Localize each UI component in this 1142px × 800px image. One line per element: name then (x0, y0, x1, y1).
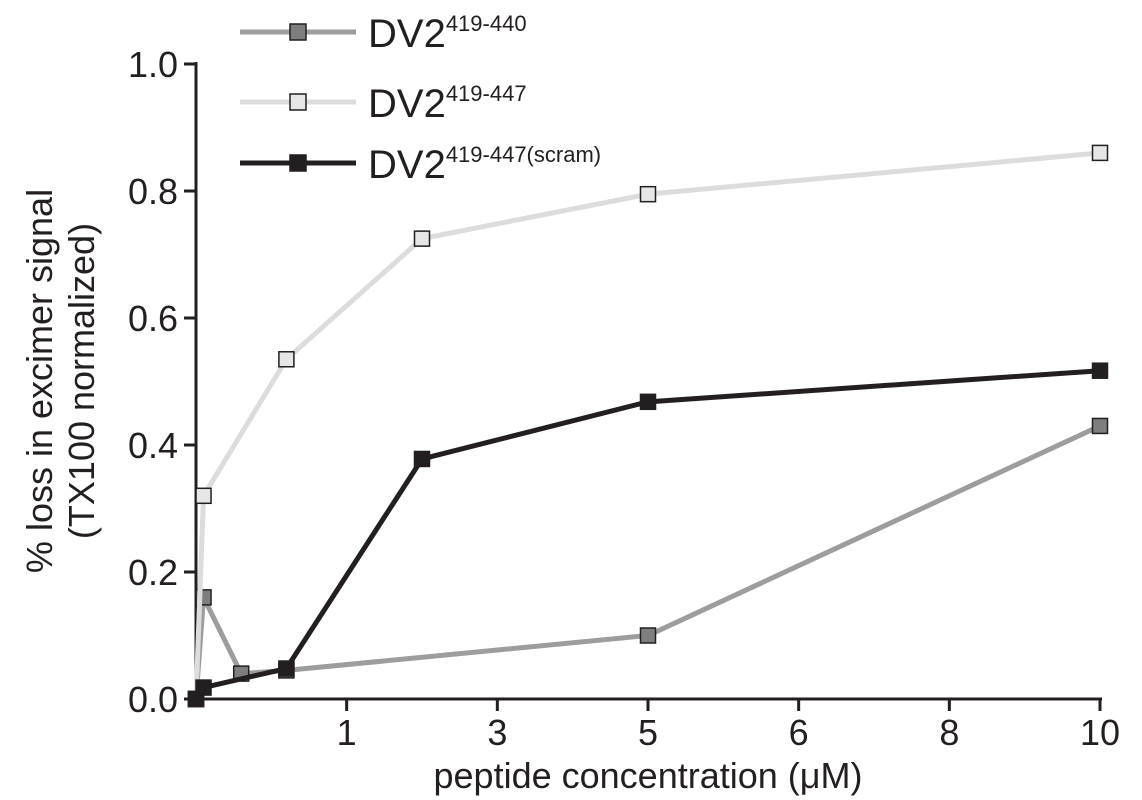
x-tick-label: 8 (939, 712, 959, 753)
legend: DV2419-440 DV2419-447 DV2419-447(scram) (240, 11, 601, 187)
series-line (193, 150, 1101, 700)
y-tick-label: 0.8 (128, 171, 178, 212)
x-tick-label: 1 (337, 712, 357, 753)
legend-marker (289, 23, 307, 41)
x-tick-label: 3 (487, 712, 507, 753)
data-point (1091, 362, 1109, 379)
legend-entry: DV2419-447 (240, 81, 527, 126)
series-2 (187, 144, 1109, 708)
data-point (639, 393, 657, 411)
data-point (639, 627, 657, 644)
legend-label: DV2419-440 (368, 11, 527, 56)
y-tick-label: 0.4 (128, 425, 178, 466)
y-tick-label: 1.0 (128, 44, 178, 85)
y-tick-label: 0.2 (128, 552, 178, 593)
y-axis-label-sub: (TX100 normalized) (61, 223, 102, 539)
series-1 (187, 417, 1109, 708)
data-point (1091, 144, 1109, 162)
legend-entry: DV2419-440 (240, 11, 527, 56)
y-axis-label-group: % loss in excimer signal (TX100 normaliz… (19, 189, 102, 573)
data-point (413, 230, 431, 247)
x-tick-label: 10 (1080, 712, 1120, 753)
axes: 0.0 0.2 0.4 0.6 0.8 1.0 1 3 5 6 8 10 (128, 44, 1120, 753)
legend-label: DV2419-447(scram) (368, 142, 601, 187)
data-point (195, 679, 212, 696)
data-point (195, 487, 212, 505)
data-point (278, 351, 295, 368)
y-axis-label: % loss in excimer signal (19, 189, 60, 573)
legend-entry: DV2419-447(scram) (240, 142, 601, 187)
x-tick-label: 5 (638, 712, 658, 753)
series-line (193, 368, 1101, 701)
series-layer (187, 144, 1109, 708)
x-axis-label: peptide concentration (μM) (434, 755, 863, 796)
y-tick-label: 0.6 (128, 298, 178, 339)
series-3 (187, 362, 1109, 708)
data-point (413, 450, 431, 468)
legend-marker (289, 93, 307, 111)
data-point (1091, 417, 1109, 435)
legend-label: DV2419-447 (368, 81, 527, 126)
data-point (278, 660, 295, 677)
legend-marker (289, 154, 307, 172)
data-point (639, 185, 657, 203)
x-tick-label: 6 (789, 712, 809, 753)
y-tick-label: 0.0 (128, 679, 178, 720)
series-line (193, 423, 1102, 700)
